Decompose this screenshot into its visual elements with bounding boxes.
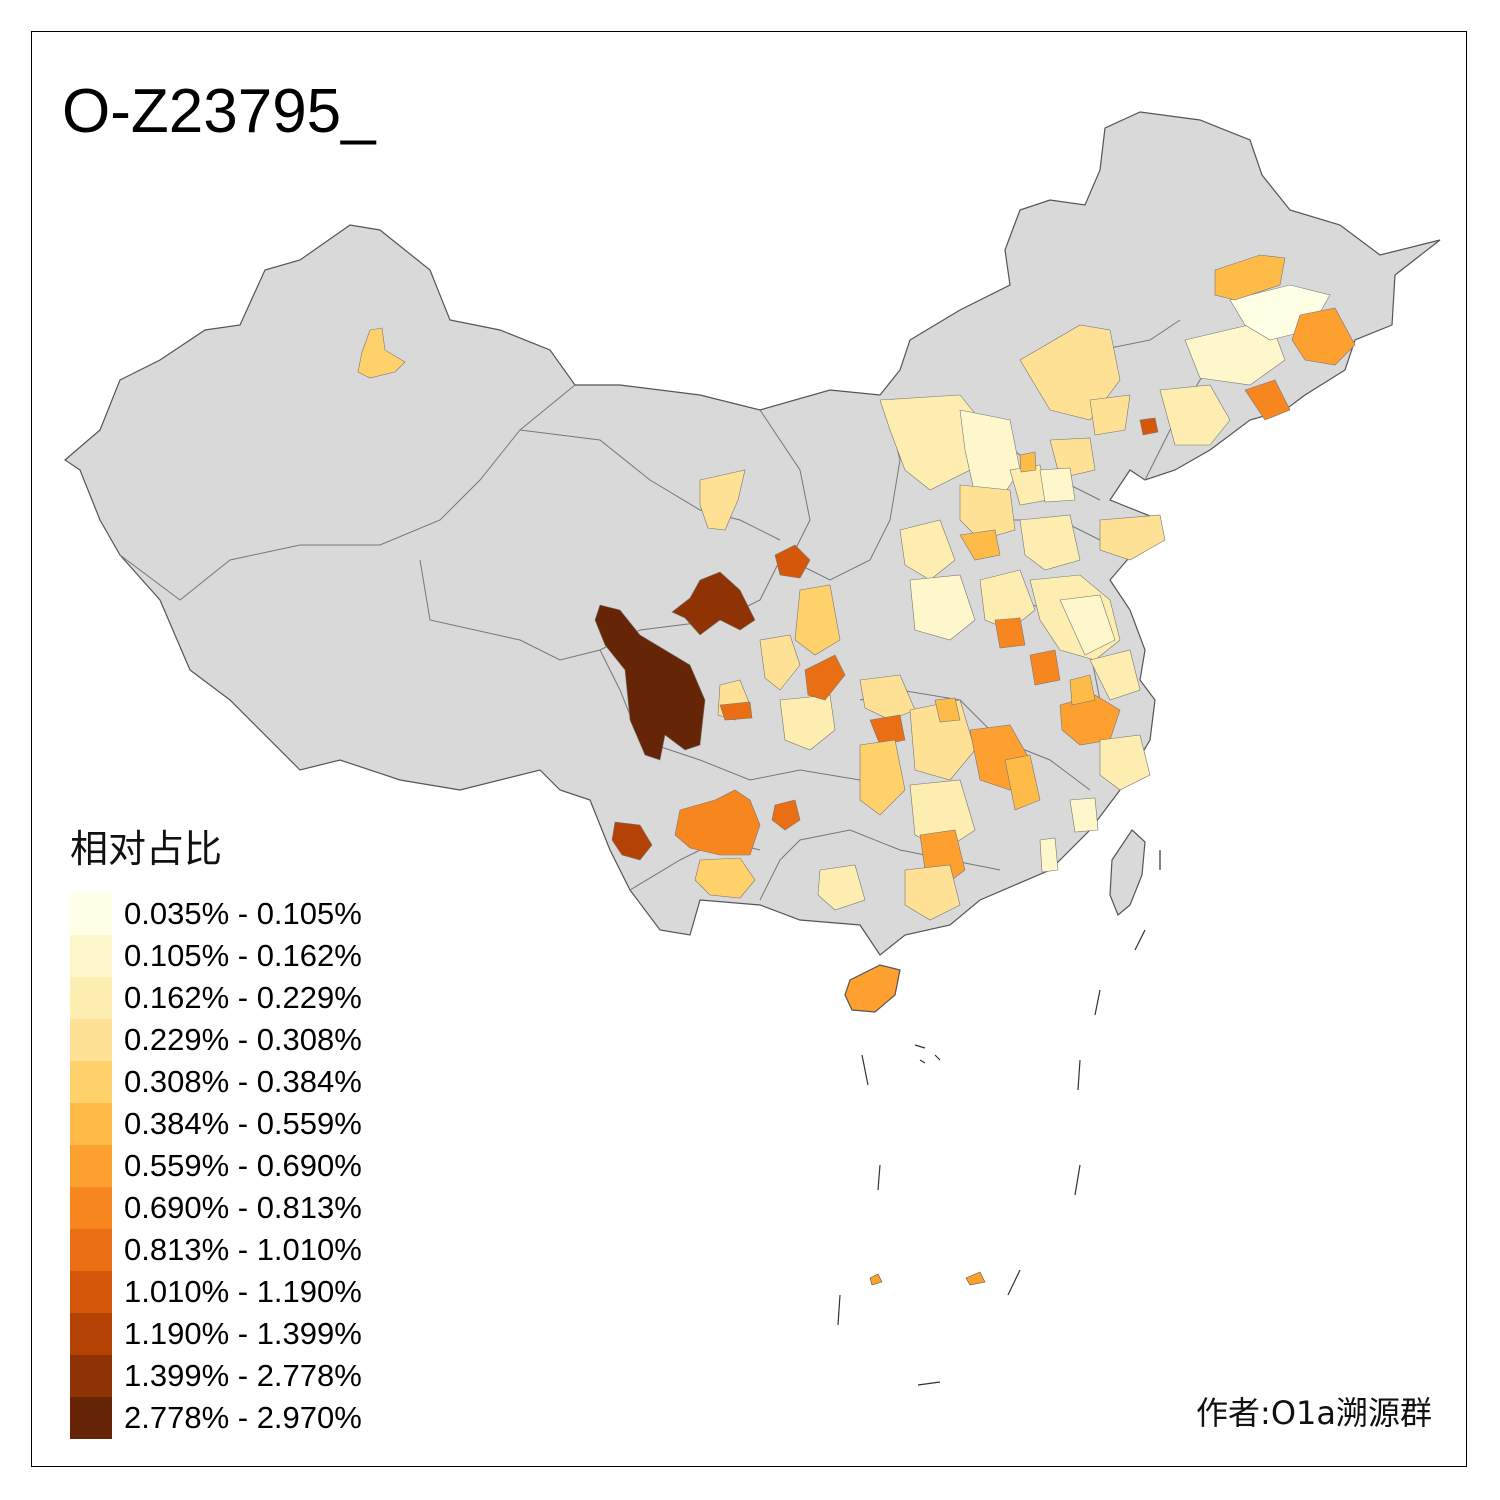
legend-label: 0.229% - 0.308% xyxy=(124,1022,362,1057)
legend: 相对占比 0.035% - 0.105% 0.105% - 0.162% 0.1… xyxy=(70,818,362,1439)
legend-rows: 0.035% - 0.105% 0.105% - 0.162% 0.162% -… xyxy=(70,893,362,1439)
legend-label: 0.690% - 0.813% xyxy=(124,1190,362,1225)
legend-item: 0.035% - 0.105% xyxy=(70,893,362,935)
author-credit: 作者:O1a溯源群 xyxy=(1196,1394,1432,1432)
legend-item: 0.229% - 0.308% xyxy=(70,1019,362,1061)
small-island-1 xyxy=(965,1271,986,1286)
legend-item: 0.690% - 0.813% xyxy=(70,1187,362,1229)
legend-label: 0.559% - 0.690% xyxy=(124,1148,362,1183)
legend-swatch xyxy=(70,1187,112,1229)
legend-title: 相对占比 xyxy=(70,827,223,871)
legend-swatch xyxy=(70,1145,112,1187)
map-frame xyxy=(31,31,1467,1467)
legend-swatch xyxy=(70,1313,112,1355)
legend-item: 1.190% - 1.399% xyxy=(70,1313,362,1355)
taiwan-island xyxy=(1109,829,1146,916)
legend-item: 0.384% - 0.559% xyxy=(70,1103,362,1145)
legend-swatch xyxy=(70,1103,112,1145)
legend-swatch xyxy=(70,1019,112,1061)
legend-swatch xyxy=(70,977,112,1019)
legend-item: 0.308% - 0.384% xyxy=(70,1061,362,1103)
legend-label: 0.813% - 1.010% xyxy=(124,1232,362,1267)
legend-swatch xyxy=(70,1229,112,1271)
choropleth-regions xyxy=(357,254,1356,921)
south-sea-islands xyxy=(837,850,1161,1386)
legend-item: 0.105% - 0.162% xyxy=(70,935,362,977)
legend-item: 0.559% - 0.690% xyxy=(70,1145,362,1187)
legend-label: 2.778% - 2.970% xyxy=(124,1400,362,1435)
small-island-2 xyxy=(869,1273,883,1286)
legend-item: 0.162% - 0.229% xyxy=(70,977,362,1019)
legend-label: 0.035% - 0.105% xyxy=(124,896,362,931)
legend-label: 0.384% - 0.559% xyxy=(124,1106,362,1141)
legend-swatch xyxy=(70,1397,112,1439)
legend-swatch xyxy=(70,1061,112,1103)
legend-item: 1.010% - 1.190% xyxy=(70,1271,362,1313)
legend-swatch xyxy=(70,935,112,977)
legend-item: 2.778% - 2.970% xyxy=(70,1397,362,1439)
hainan-island xyxy=(844,964,901,1013)
legend-label: 0.105% - 0.162% xyxy=(124,938,362,973)
legend-label: 1.010% - 1.190% xyxy=(124,1274,362,1309)
map-title: O-Z23795_ xyxy=(62,77,376,146)
legend-label: 0.162% - 0.229% xyxy=(124,980,362,1015)
legend-swatch xyxy=(70,1271,112,1313)
legend-item: 1.399% - 2.778% xyxy=(70,1355,362,1397)
legend-swatch xyxy=(70,1355,112,1397)
legend-swatch xyxy=(70,893,112,935)
legend-item: 0.813% - 1.010% xyxy=(70,1229,362,1271)
legend-label: 0.308% - 0.384% xyxy=(124,1064,362,1099)
legend-label: 1.190% - 1.399% xyxy=(124,1316,362,1351)
legend-label: 1.399% - 2.778% xyxy=(124,1358,362,1393)
